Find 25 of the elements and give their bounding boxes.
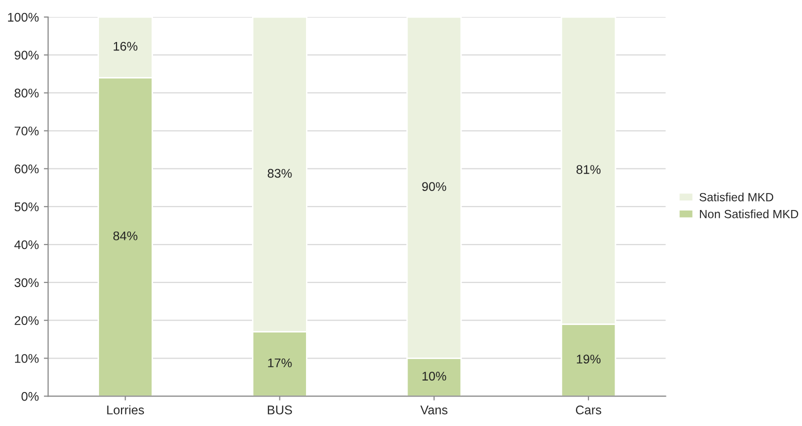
text: 81% [576,165,601,174]
text: 84% [113,231,138,240]
x-tick-label: Vans [420,406,448,414]
y-tick-label: 10% [15,354,39,363]
y-tick-label: 100% [8,12,39,22]
y-tick-label: 40% [14,240,39,250]
text: 16% [114,42,138,51]
text: 19% [576,354,601,364]
text: 90% [422,182,446,192]
y-tick-label: 80% [14,88,39,98]
text: 17% [268,358,292,368]
y-tick-label: 60% [14,164,39,174]
y-tick-label: 0% [22,392,39,401]
text: 83% [268,168,292,178]
text: 10% [422,372,446,381]
y-tick-label: 20% [14,316,39,326]
y-tick-label: 30% [14,278,39,288]
x-tick-label: Lorries [107,405,144,414]
x-tick-label: BUS [268,406,292,414]
y-tick-label: 70% [14,126,39,136]
x-tick-label: Cars [576,406,602,414]
legend-label: Satisfied MKD [700,192,774,202]
legend-label: Non Satisfied MKD [700,210,798,218]
y-tick-label: 90% [14,50,39,60]
y-tick-label: 50% [14,202,39,212]
